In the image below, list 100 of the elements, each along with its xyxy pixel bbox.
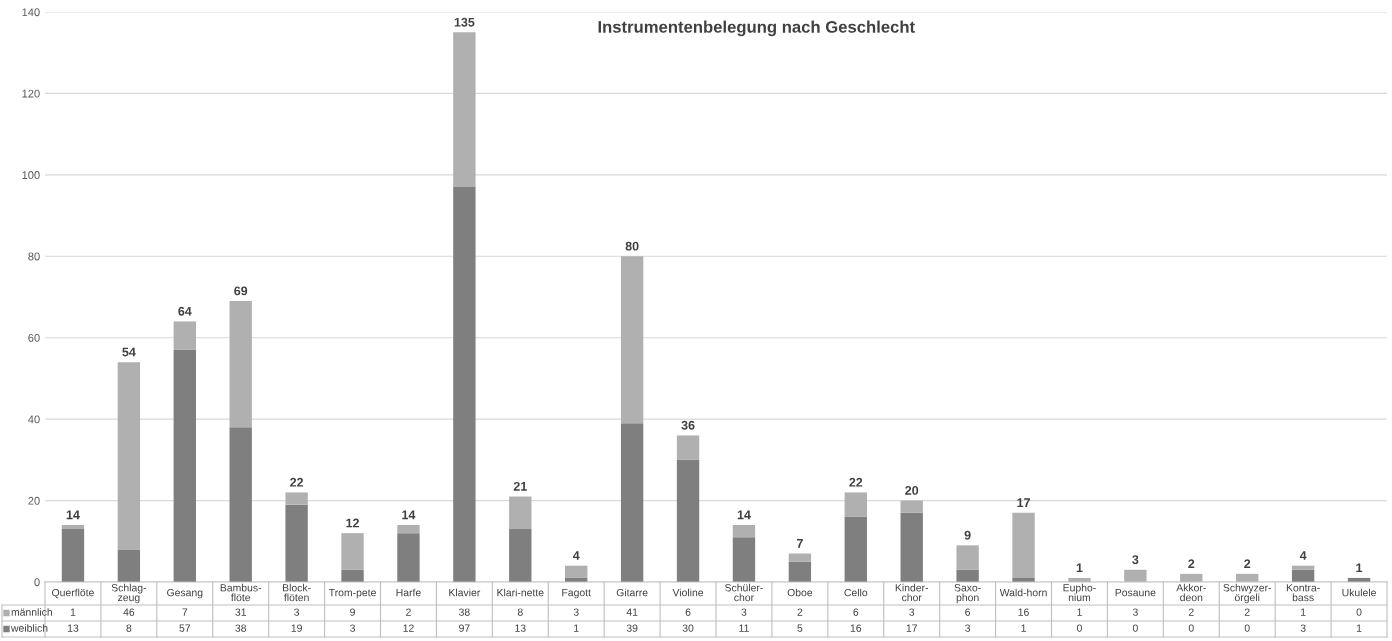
data-label: 1	[1077, 608, 1082, 616]
x-tick-label: Harfe	[396, 588, 421, 597]
bar	[620, 256, 644, 424]
data-label: 3	[294, 608, 300, 616]
bar	[732, 537, 756, 582]
data-label: 2	[797, 608, 803, 616]
data-label: 6	[965, 608, 971, 616]
bar	[732, 525, 756, 538]
data-label: 3	[573, 608, 579, 616]
data-label: 31	[235, 608, 246, 616]
data-label: 1	[574, 624, 579, 632]
x-tick-label: Gitarre	[616, 588, 648, 597]
bar	[956, 569, 979, 582]
data-label: 17	[906, 624, 917, 632]
x-tick-label: Fagott	[562, 589, 591, 599]
x-tick-label: Akkor- deon	[1176, 583, 1206, 602]
x-tick-label: Saxo- phon	[954, 584, 981, 604]
x-tick-label: Kinder- chor	[895, 583, 929, 602]
data-label: 38	[458, 608, 470, 616]
bar	[788, 561, 812, 582]
x-tick-label: Wald-horn	[999, 588, 1047, 597]
y-tick-label: 100	[22, 171, 40, 179]
bar	[61, 529, 85, 582]
bar	[565, 565, 588, 578]
x-tick-label: Bambus- flöte	[220, 583, 262, 602]
x-tick-label: Schlag- zeug	[111, 583, 147, 604]
total-label: 1	[1076, 563, 1083, 573]
y-tick-label: 140	[22, 8, 40, 17]
bar	[397, 525, 420, 534]
total-label: 3	[1132, 555, 1139, 565]
data-label: 3	[909, 608, 915, 616]
total-label: 7	[796, 539, 803, 548]
total-label: 20	[905, 485, 919, 495]
data-label: 1	[70, 608, 76, 616]
x-tick-label: Schwyzer- örgeli	[1223, 583, 1272, 604]
x-tick-label: Klari-nette	[497, 588, 544, 597]
bar	[844, 516, 867, 582]
data-label: 2	[1244, 608, 1250, 616]
bar	[285, 504, 308, 582]
x-tick-label: Gesang	[167, 588, 203, 599]
bar	[956, 545, 979, 570]
data-label: 5	[797, 624, 803, 632]
y-tick-label: 80	[28, 252, 40, 261]
data-label: 2	[1188, 608, 1194, 616]
data-label: 6	[685, 608, 691, 616]
bar	[229, 427, 252, 582]
total-label: 36	[681, 420, 695, 430]
legend-label: männlich	[11, 608, 53, 616]
data-label: 41	[626, 608, 638, 616]
data-label: 16	[1018, 608, 1029, 616]
y-tick-label: 60	[28, 333, 40, 342]
y-tick-label: 20	[28, 496, 40, 505]
data-label: 0	[1076, 624, 1082, 632]
data-label: 9	[350, 608, 355, 616]
data-label: 1	[1021, 624, 1026, 632]
x-tick-label: Trom-pete	[328, 589, 376, 599]
total-label: 64	[178, 306, 192, 316]
total-label: 69	[234, 286, 248, 296]
bar	[676, 459, 700, 582]
total-label: 14	[402, 510, 416, 520]
bar	[509, 529, 532, 582]
bar	[173, 349, 196, 582]
x-tick-label: Violine	[672, 588, 704, 597]
bar	[397, 533, 420, 582]
bar	[285, 492, 308, 505]
bar	[341, 533, 364, 570]
bar	[900, 500, 923, 513]
data-label: 0	[1356, 608, 1362, 616]
total-label: 21	[513, 481, 527, 491]
bar	[900, 512, 923, 582]
bar	[1124, 569, 1147, 582]
data-label: 97	[459, 624, 470, 632]
data-label: 3	[1300, 624, 1306, 632]
total-label: 80	[625, 241, 639, 251]
bar	[173, 321, 196, 350]
data-label: 0	[1188, 624, 1194, 632]
total-label: 1	[1356, 563, 1363, 573]
total-label: 54	[122, 347, 136, 357]
data-label: 19	[291, 624, 302, 632]
bar	[1291, 565, 1315, 570]
data-label: 12	[403, 624, 414, 632]
data-label: 46	[123, 608, 135, 616]
x-tick-label: Schüler- chor	[725, 583, 763, 602]
total-label: 2	[1188, 559, 1195, 569]
total-label: 12	[346, 518, 359, 528]
y-tick-label: 0	[34, 578, 40, 587]
bar	[229, 301, 252, 428]
data-label: 6	[853, 608, 859, 616]
bar	[509, 496, 532, 530]
data-label: 38	[235, 624, 247, 632]
total-label: 17	[1017, 498, 1030, 507]
bar	[61, 525, 85, 530]
data-label: 8	[517, 608, 523, 616]
bar	[341, 569, 364, 582]
data-label: 39	[626, 624, 638, 632]
y-tick-label: 40	[28, 415, 40, 424]
data-label: 2	[406, 608, 411, 616]
total-label: 4	[1299, 551, 1307, 560]
x-tick-label: Ukulele	[1342, 588, 1376, 597]
data-label: 13	[67, 624, 79, 632]
